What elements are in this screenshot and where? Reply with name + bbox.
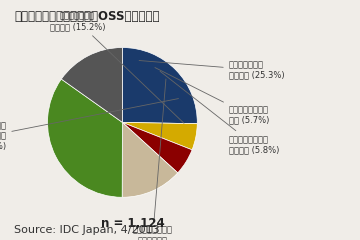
Text: n = 1,124: n = 1,124 — [101, 217, 165, 230]
Text: 導入に向けて検証
している (5.8%): 導入に向けて検証 している (5.8%) — [160, 71, 279, 155]
Text: 本番環境で導入
している (25.3%): 本番環境で導入 している (25.3%) — [139, 60, 284, 80]
Wedge shape — [122, 48, 197, 124]
Text: 国内ユーザー企業におけるOSSの導入状況: 国内ユーザー企業におけるOSSの導入状況 — [14, 10, 160, 23]
Wedge shape — [122, 122, 178, 197]
Text: これから導入の検
討をしていく
(13.3%): これから導入の検 討をしていく (13.3%) — [132, 79, 172, 240]
Text: 導入する予定は
まったくない
(34.8%): 導入する予定は まったくない (34.8%) — [0, 99, 179, 151]
Text: 今後の予定は分
からない (15.2%): 今後の予定は分 からない (15.2%) — [50, 12, 184, 123]
Wedge shape — [61, 48, 122, 122]
Text: 試験的に導入して
いる (5.7%): 試験的に導入して いる (5.7%) — [155, 67, 269, 125]
Text: Source: IDC Japan, 4/2013: Source: IDC Japan, 4/2013 — [14, 225, 160, 235]
Wedge shape — [122, 122, 192, 173]
Wedge shape — [122, 122, 197, 150]
Wedge shape — [48, 79, 122, 197]
